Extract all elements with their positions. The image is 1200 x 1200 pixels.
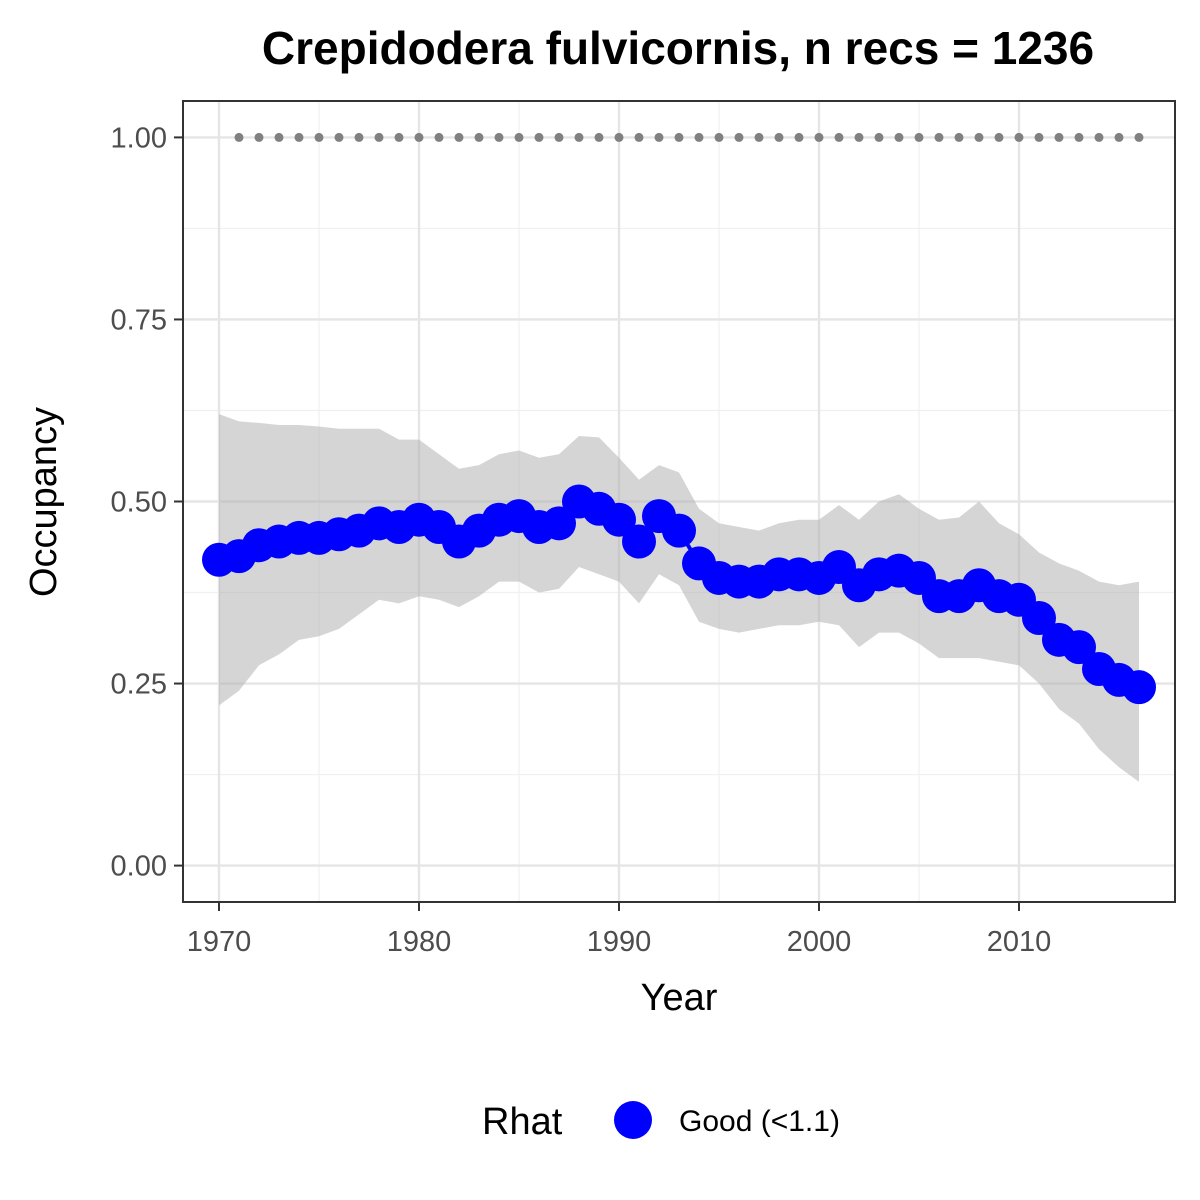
reference-point (994, 132, 1004, 142)
reference-point (454, 132, 464, 142)
occupancy-point (1022, 601, 1056, 636)
reference-point (534, 132, 544, 142)
x-axis: 1970 1980 1990 2000 2010 (187, 902, 1052, 958)
reference-point (414, 132, 424, 142)
reference-point (274, 132, 284, 142)
y-tick-label: 0.50 (111, 487, 167, 519)
reference-point (914, 132, 924, 142)
reference-point (1054, 132, 1064, 142)
reference-point (574, 132, 584, 142)
x-tick-label: 1970 (187, 926, 252, 958)
y-tick-label: 1.00 (111, 122, 167, 154)
x-axis-title: Year (641, 977, 718, 1019)
reference-point (954, 132, 964, 142)
reference-point (474, 132, 484, 142)
reference-point (934, 132, 944, 142)
reference-point (1034, 132, 1044, 142)
reference-point (754, 132, 764, 142)
reference-point (834, 132, 844, 142)
reference-point (894, 132, 904, 142)
y-tick-label: 0.00 (111, 851, 167, 883)
legend-title: Rhat (482, 1101, 563, 1143)
reference-point (514, 132, 524, 142)
y-tick-label: 0.75 (111, 304, 167, 336)
reference-point (794, 132, 804, 142)
occupancy-point (542, 506, 576, 541)
reference-point (874, 132, 884, 142)
reference-point (674, 132, 684, 142)
occupancy-point (1062, 630, 1096, 665)
occupancy-point (622, 524, 656, 559)
reference-point (734, 132, 744, 142)
reference-point (334, 132, 344, 142)
x-tick-label: 2000 (787, 926, 852, 958)
chart-title: Crepidodera fulvicornis, n recs = 1236 (262, 22, 1094, 74)
reference-point (234, 132, 244, 142)
occupancy-point (1122, 670, 1156, 705)
reference-point (654, 132, 664, 142)
legend-key-good (614, 1101, 652, 1139)
reference-point (594, 132, 604, 142)
reference-point (354, 132, 364, 142)
occupancy-point (602, 502, 636, 537)
x-tick-label: 1980 (387, 926, 452, 958)
y-tick-label: 0.25 (111, 669, 167, 701)
reference-point (434, 132, 444, 142)
reference-point (1114, 132, 1124, 142)
reference-point (974, 132, 984, 142)
legend-label-good: Good (<1.1) (679, 1105, 840, 1138)
reference-point (774, 132, 784, 142)
reference-point (1014, 132, 1024, 142)
reference-point (554, 132, 564, 142)
occupancy-points (202, 484, 1156, 705)
reference-point (714, 132, 724, 142)
reference-point (634, 132, 644, 142)
reference-point (494, 132, 504, 142)
reference-point (694, 132, 704, 142)
reference-point (374, 132, 384, 142)
reference-point (1134, 132, 1144, 142)
x-tick-label: 1990 (587, 926, 652, 958)
reference-points (234, 132, 1144, 142)
reference-point (814, 132, 824, 142)
occupancy-point (662, 513, 696, 548)
legend: Rhat Good (<1.1) (482, 1101, 840, 1143)
reference-point (854, 132, 864, 142)
confidence-ribbon (219, 414, 1139, 782)
reference-point (294, 132, 304, 142)
y-axis: 0.00 0.25 0.50 0.75 1.00 (111, 122, 183, 883)
reference-point (614, 132, 624, 142)
reference-point (1074, 132, 1084, 142)
x-tick-label: 2010 (987, 926, 1052, 958)
y-axis-title: Occupancy (23, 407, 65, 597)
reference-point (314, 132, 324, 142)
reference-point (1094, 132, 1104, 142)
reference-point (394, 132, 404, 142)
reference-point (254, 132, 264, 142)
